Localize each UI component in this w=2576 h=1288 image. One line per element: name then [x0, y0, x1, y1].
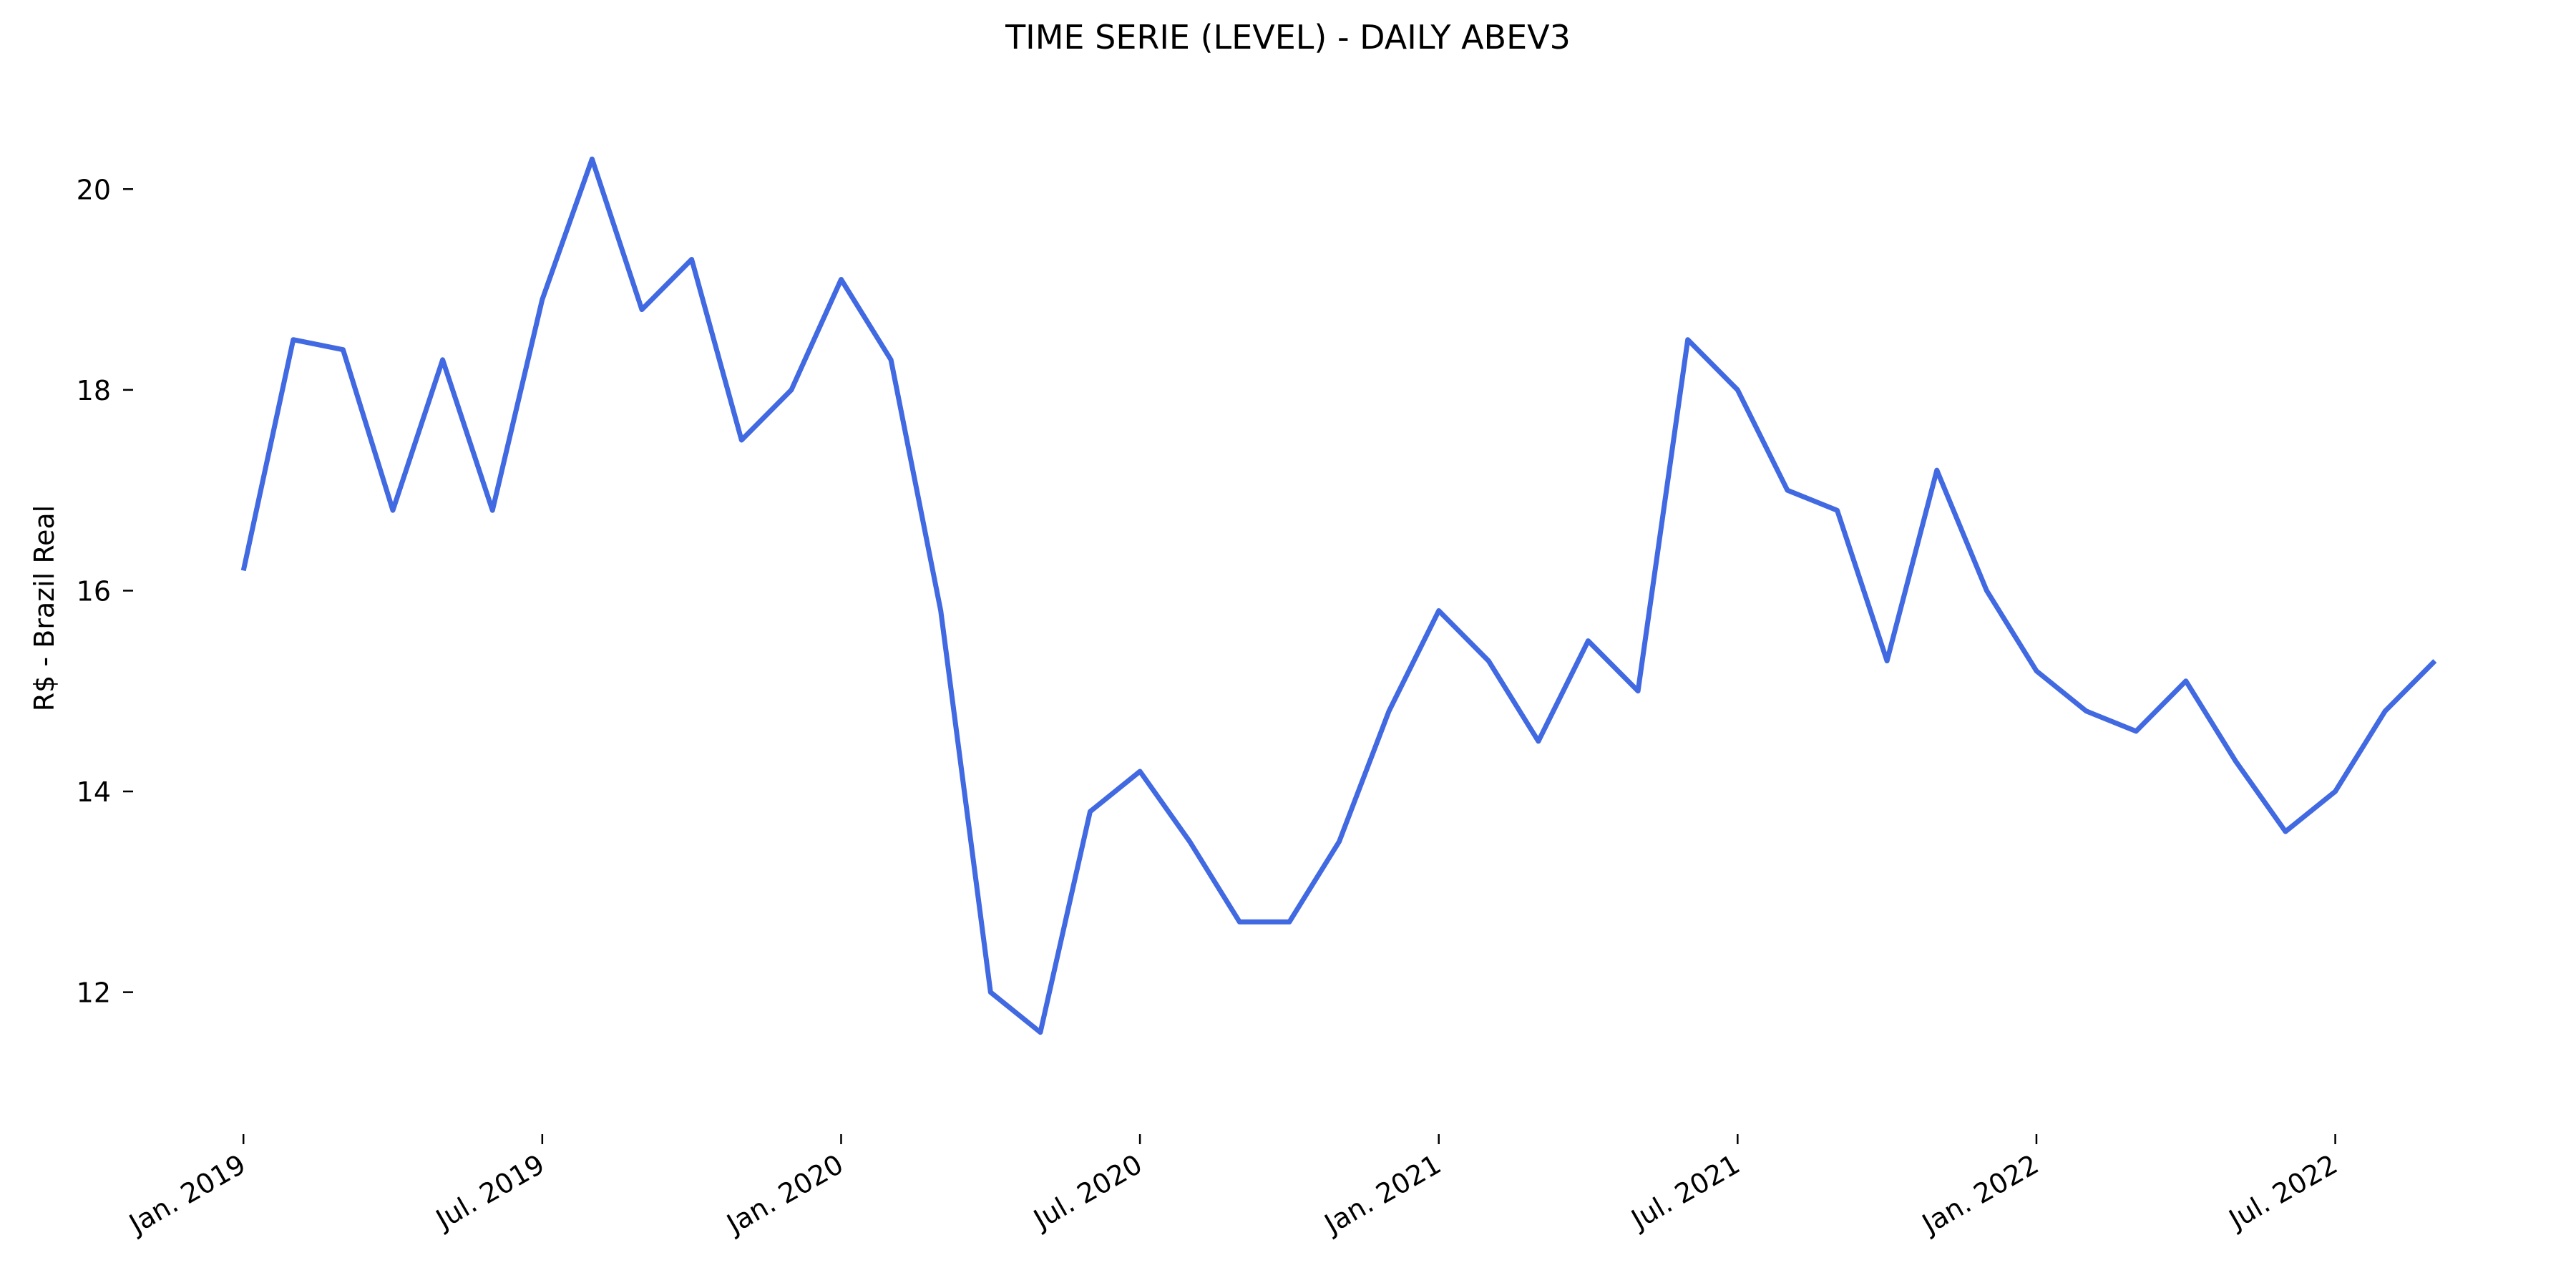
x-tick-label: Jan. 2022 — [1916, 1148, 2044, 1241]
x-tick-label: Jul. 2019 — [429, 1148, 550, 1236]
x-tick-label: Jan. 2020 — [721, 1148, 849, 1241]
x-tick-label: Jul. 2020 — [1027, 1148, 1147, 1236]
chart-title: TIME SERIE (LEVEL) - DAILY ABEV3 — [1005, 18, 1571, 57]
x-tick-label: Jul. 2021 — [1625, 1148, 1745, 1236]
y-axis-label: R$ - Brazil Real — [29, 505, 60, 712]
x-tick-label: Jan. 2021 — [1318, 1148, 1446, 1241]
x-tick-label: Jul. 2022 — [2223, 1148, 2343, 1236]
y-tick-label: 18 — [77, 375, 111, 406]
data-line — [240, 156, 2437, 1035]
y-tick-label: 12 — [77, 977, 111, 1009]
y-tick-label: 20 — [77, 174, 111, 205]
y-tick-label: 16 — [77, 575, 111, 607]
y-tick-label: 14 — [77, 776, 111, 808]
x-tick-label: Jan. 2019 — [123, 1148, 251, 1241]
